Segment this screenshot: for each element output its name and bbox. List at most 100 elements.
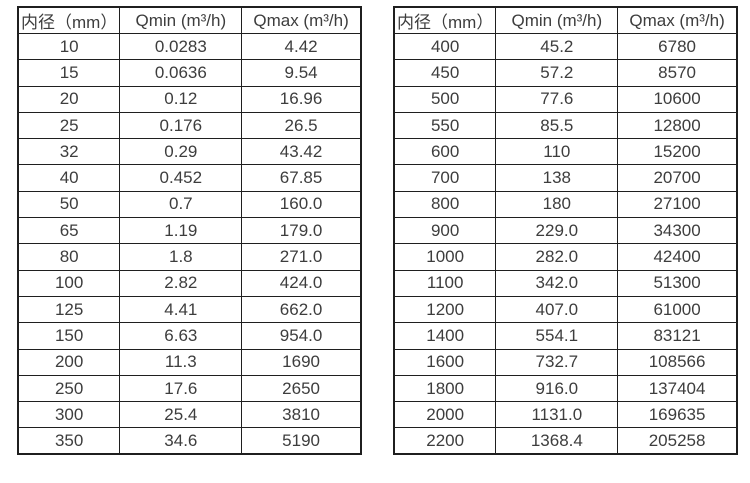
- table-cell: 0.29: [119, 138, 243, 166]
- table-cell: 4.41: [119, 295, 243, 324]
- table-row: 1800 916.0 137404: [393, 374, 738, 403]
- table-cell: 10: [17, 32, 121, 61]
- table-cell: 138: [495, 164, 619, 192]
- table-cell: 32: [17, 138, 121, 166]
- table-row: 10 0.0283 4.42: [17, 32, 362, 61]
- table-cell: 25: [17, 111, 121, 140]
- column-header: 内径（mm）: [17, 6, 121, 34]
- table-cell: 2200: [393, 427, 497, 455]
- column-header: 内径（mm）: [393, 6, 497, 34]
- table-row: 1000 282.0 42400: [393, 243, 738, 271]
- column-header: Qmin (m³/h): [119, 6, 243, 34]
- table-cell: 342.0: [495, 269, 619, 297]
- table-row: 125 4.41 662.0: [17, 295, 362, 324]
- table-row: 200 11.3 1690: [17, 348, 362, 376]
- table-cell: 26.5: [241, 111, 362, 140]
- table-cell: 108566: [617, 348, 738, 376]
- table-cell: 11.3: [119, 348, 243, 376]
- table-cell: 1368.4: [495, 427, 619, 455]
- table-cell: 125: [17, 295, 121, 324]
- header-row: 内径（mm） Qmin (m³/h) Qmax (m³/h): [393, 6, 738, 34]
- table-row: 20 0.12 16.96: [17, 85, 362, 113]
- table-row: 500 77.6 10600: [393, 85, 738, 113]
- table-cell: 77.6: [495, 85, 619, 113]
- table-cell: 180: [495, 190, 619, 219]
- table-cell: 50: [17, 190, 121, 219]
- table-cell: 250: [17, 374, 121, 403]
- table-row: 250 17.6 2650: [17, 374, 362, 403]
- table-row: 32 0.29 43.42: [17, 138, 362, 166]
- table-cell: 700: [393, 164, 497, 192]
- table-row: 1100 342.0 51300: [393, 269, 738, 297]
- table-cell: 6780: [617, 32, 738, 61]
- table-cell: 200: [17, 348, 121, 376]
- table-cell: 1.8: [119, 243, 243, 271]
- table-cell: 229.0: [495, 217, 619, 245]
- table-row: 1600 732.7 108566: [393, 348, 738, 376]
- table-cell: 6.63: [119, 322, 243, 350]
- table-cell: 16.96: [241, 85, 362, 113]
- table-cell: 17.6: [119, 374, 243, 403]
- table-cell: 1131.0: [495, 401, 619, 429]
- table-cell: 2000: [393, 401, 497, 429]
- table-cell: 42400: [617, 243, 738, 271]
- table-cell: 271.0: [241, 243, 362, 271]
- table-cell: 0.0636: [119, 59, 243, 87]
- table-cell: 500: [393, 85, 497, 113]
- table-cell: 45.2: [495, 32, 619, 61]
- table-row: 50 0.7 160.0: [17, 190, 362, 219]
- header-row: 内径（mm） Qmin (m³/h) Qmax (m³/h): [17, 6, 362, 34]
- table-cell: 61000: [617, 295, 738, 324]
- table-cell: 800: [393, 190, 497, 219]
- table-row: 450 57.2 8570: [393, 59, 738, 87]
- table-cell: 0.0283: [119, 32, 243, 61]
- table-cell: 662.0: [241, 295, 362, 324]
- table-cell: 12800: [617, 111, 738, 140]
- table-cell: 450: [393, 59, 497, 87]
- table-cell: 20700: [617, 164, 738, 192]
- column-header: Qmax (m³/h): [241, 6, 362, 34]
- table-cell: 1400: [393, 322, 497, 350]
- table-cell: 15: [17, 59, 121, 87]
- table-cell: 407.0: [495, 295, 619, 324]
- table-cell: 350: [17, 427, 121, 455]
- table-row: 1200 407.0 61000: [393, 295, 738, 324]
- table-cell: 179.0: [241, 217, 362, 245]
- table-cell: 2.82: [119, 269, 243, 297]
- table-cell: 10600: [617, 85, 738, 113]
- table-cell: 205258: [617, 427, 738, 455]
- table-row: 2200 1368.4 205258: [393, 427, 738, 455]
- table-cell: 65: [17, 217, 121, 245]
- table-row: 800 180 27100: [393, 190, 738, 219]
- table-cell: 554.1: [495, 322, 619, 350]
- table-cell: 27100: [617, 190, 738, 219]
- table-cell: 600: [393, 138, 497, 166]
- table-cell: 25.4: [119, 401, 243, 429]
- table-cell: 1800: [393, 374, 497, 403]
- table-cell: 34300: [617, 217, 738, 245]
- table-cell: 1600: [393, 348, 497, 376]
- table-row: 15 0.0636 9.54: [17, 59, 362, 87]
- table-cell: 8570: [617, 59, 738, 87]
- table-cell: 400: [393, 32, 497, 61]
- table-cell: 424.0: [241, 269, 362, 297]
- table-cell: 550: [393, 111, 497, 140]
- table-cell: 2650: [241, 374, 362, 403]
- table-row: 550 85.5 12800: [393, 111, 738, 140]
- table-cell: 0.452: [119, 164, 243, 192]
- table-cell: 4.42: [241, 32, 362, 61]
- table-cell: 160.0: [241, 190, 362, 219]
- table-row: 25 0.176 26.5: [17, 111, 362, 140]
- table-cell: 9.54: [241, 59, 362, 87]
- table-cell: 85.5: [495, 111, 619, 140]
- table-cell: 1690: [241, 348, 362, 376]
- table-cell: 1000: [393, 243, 497, 271]
- table-row: 700 138 20700: [393, 164, 738, 192]
- table-cell: 1.19: [119, 217, 243, 245]
- table-cell: 51300: [617, 269, 738, 297]
- table-cell: 300: [17, 401, 121, 429]
- table-cell: 150: [17, 322, 121, 350]
- table-cell: 15200: [617, 138, 738, 166]
- table-row: 40 0.452 67.85: [17, 164, 362, 192]
